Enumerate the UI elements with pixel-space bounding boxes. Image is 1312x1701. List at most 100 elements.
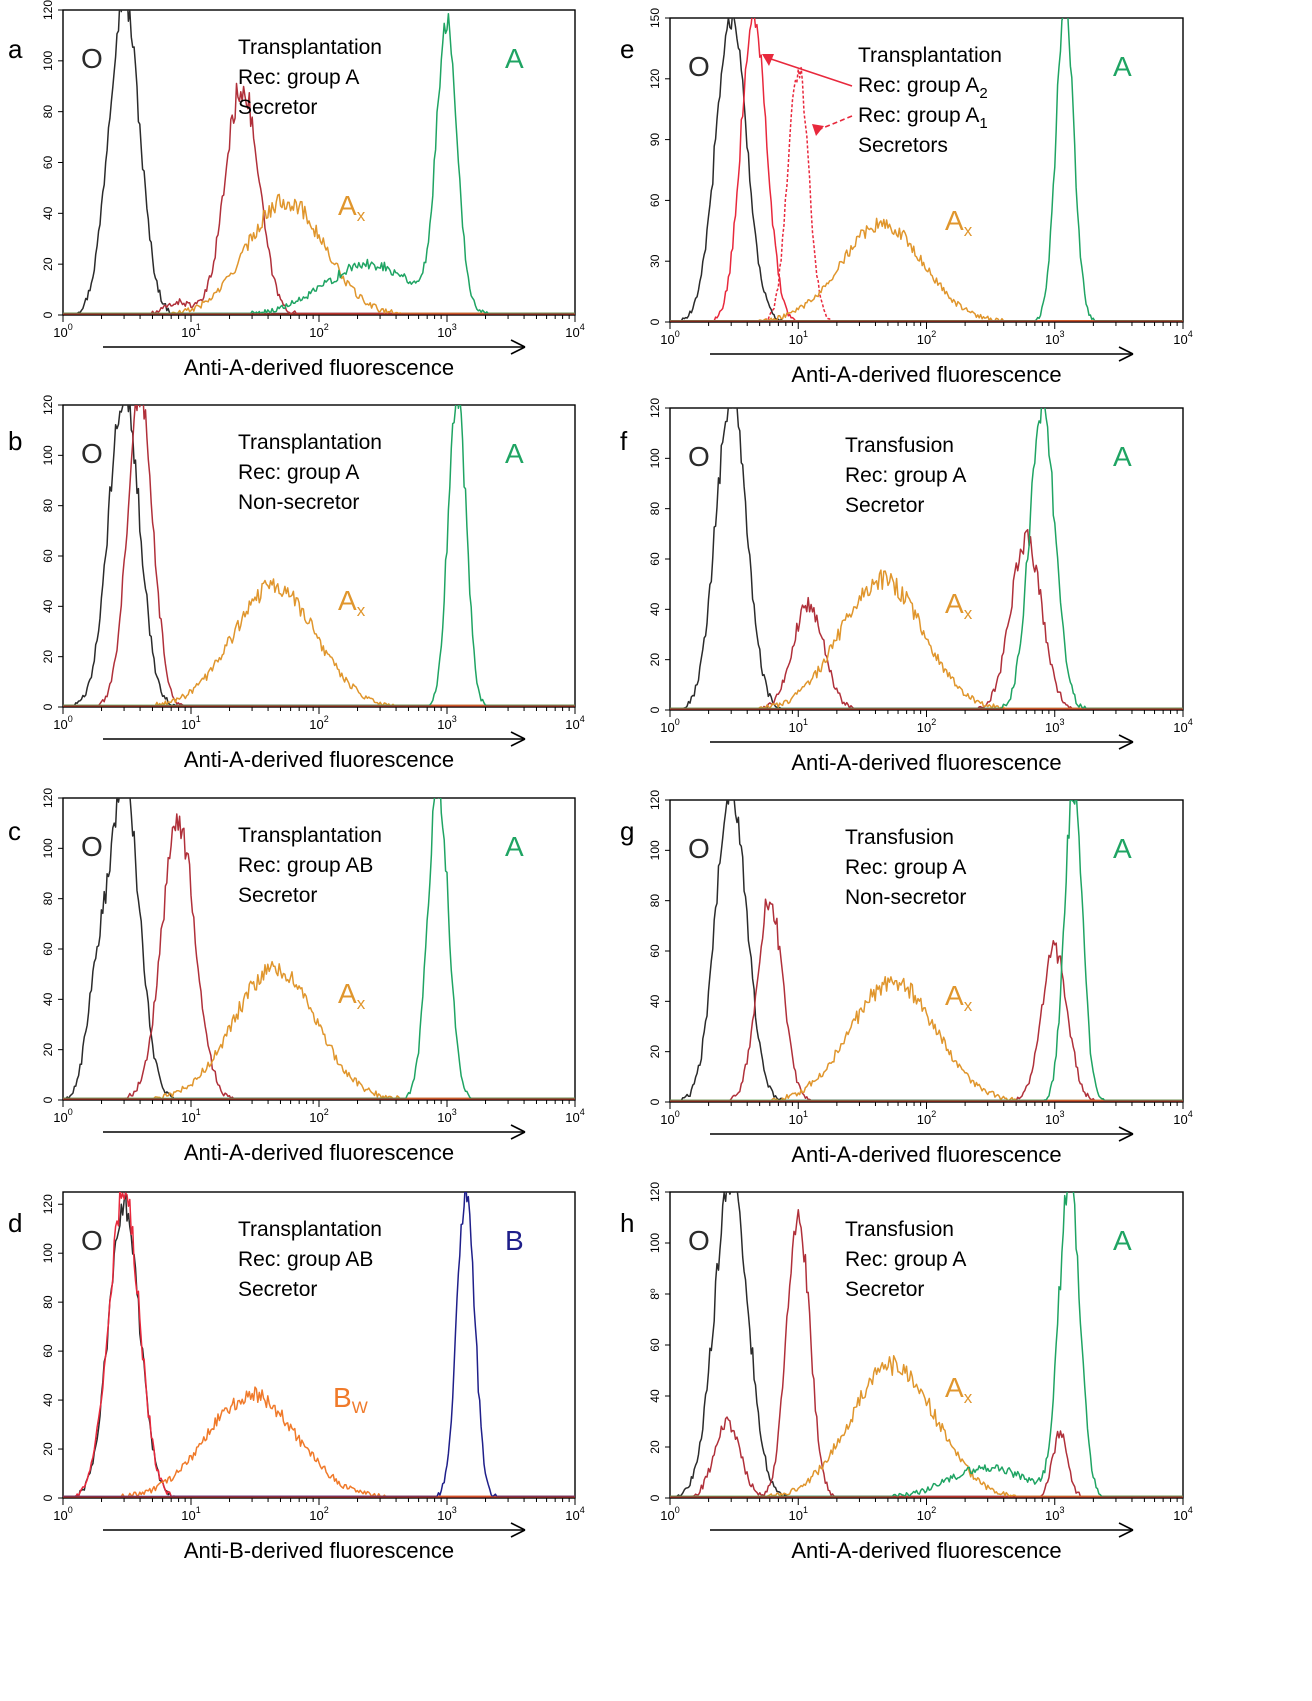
x-tick-label: 101: [181, 322, 200, 340]
fluorescence-arrow-head: [1118, 1522, 1134, 1538]
y-tick-label: 60: [648, 193, 662, 207]
y-tick-label: 100: [648, 1233, 662, 1253]
annotation-line: Transplantation: [238, 824, 382, 847]
group-label-o: O: [81, 1225, 103, 1256]
x-tick-label: 100: [53, 714, 72, 732]
panel-c: 0 20 40 60 80 100 120 100 101 102 103 104 c O A Ax Trans…: [8, 788, 585, 1165]
y-tick-label: 0: [648, 1098, 662, 1105]
group-label-a: A: [1113, 51, 1132, 82]
group-label-o: O: [81, 438, 103, 469]
x-tick-label: 103: [437, 322, 456, 340]
x-tick-label: 100: [660, 1109, 679, 1127]
y-tick-label: 0: [41, 1494, 55, 1501]
x-axis-label: Anti-A-derived fluorescence: [791, 1538, 1061, 1563]
y-tick-label: 60: [648, 1338, 662, 1352]
group-label-a: A: [505, 43, 524, 74]
fluorescence-arrow-head: [510, 731, 526, 747]
y-tick-label: 60: [41, 942, 55, 956]
annotation-line: Transfusion: [845, 1218, 954, 1241]
x-tick-label: 104: [1173, 329, 1192, 347]
x-tick-label: 104: [1173, 1505, 1192, 1523]
y-tick-label: 150: [648, 8, 662, 28]
panel-letter: f: [620, 426, 628, 456]
x-tick-label: 101: [789, 1109, 808, 1127]
y-tick-label: 40: [41, 992, 55, 1006]
annotation-line: Secretor: [238, 884, 317, 907]
y-tick-label: 80: [41, 105, 55, 119]
group-label-a: A: [505, 831, 524, 862]
y-tick-label: 40: [41, 599, 55, 613]
y-tick-label: 40: [41, 1393, 55, 1407]
fluorescence-arrow-head: [1118, 1126, 1134, 1142]
y-tick-label: 0: [41, 311, 55, 318]
panel-letter: g: [620, 816, 634, 846]
x-tick-label: 102: [917, 1109, 936, 1127]
group-label-o: O: [688, 833, 710, 864]
x-tick-label: 103: [437, 1107, 456, 1125]
arrow-a1: [817, 115, 853, 131]
y-tick-label: 80: [41, 499, 55, 513]
x-tick-label: 100: [53, 1505, 72, 1523]
group-label-a: A: [1113, 833, 1132, 864]
plot-frame: [62, 1191, 576, 1499]
x-tick-label: 103: [1045, 717, 1064, 735]
y-tick-label: 120: [648, 1182, 662, 1202]
x-tick-label: 102: [309, 714, 328, 732]
y-tick-label: 100: [41, 1243, 55, 1263]
y-tick-label: 80: [648, 894, 662, 908]
plot-frame: [62, 9, 576, 316]
y-tick-label: 60: [648, 552, 662, 566]
x-tick-label: 101: [789, 1505, 808, 1523]
y-tick-label: 40: [41, 206, 55, 220]
y-tick-label: 120: [41, 395, 55, 415]
x-tick-label: 101: [789, 329, 808, 347]
x-axis-label: Anti-A-derived fluorescence: [184, 355, 454, 380]
x-axis-label: Anti-A-derived fluorescence: [791, 1142, 1061, 1167]
annotation-line: Transplantation: [858, 44, 1002, 67]
x-tick-label: 103: [437, 714, 456, 732]
y-tick-label: 40: [648, 1389, 662, 1403]
fluorescence-arrow-head: [510, 1522, 526, 1538]
annotation-line: Rec: group AB: [238, 1248, 373, 1271]
y-tick-label: 20: [648, 1045, 662, 1059]
y-tick-label: 120: [648, 790, 662, 810]
y-tick-label: 8⁰: [648, 1288, 662, 1300]
annotation-line: Secretor: [845, 1278, 924, 1301]
x-tick-label: 100: [660, 717, 679, 735]
x-tick-label: 101: [789, 717, 808, 735]
panel-letter: b: [8, 426, 22, 456]
annotation-line: Rec: group A: [238, 66, 359, 89]
x-tick-label: 104: [565, 1107, 584, 1125]
group-label-a: A: [1113, 441, 1132, 472]
x-tick-label: 103: [437, 1505, 456, 1523]
annotation-line: Rec: group AB: [238, 854, 373, 877]
y-tick-label: 20: [41, 1442, 55, 1456]
annotation-line: Rec: group A: [845, 1248, 966, 1271]
y-tick-label: 120: [648, 68, 662, 88]
group-label-o: O: [688, 441, 710, 472]
y-tick-label: 20: [41, 257, 55, 271]
x-axis-label: Anti-B-derived fluorescence: [184, 1538, 454, 1563]
arrow-a1-head: [812, 124, 824, 136]
panel-letter: e: [620, 34, 634, 64]
y-tick-label: 120: [41, 1194, 55, 1214]
y-tick-label: 80: [41, 892, 55, 906]
x-tick-label: 102: [917, 329, 936, 347]
annotation-line: Transfusion: [845, 826, 954, 849]
x-tick-label: 102: [309, 1505, 328, 1523]
y-tick-label: 0: [648, 318, 662, 325]
x-tick-label: 102: [309, 1107, 328, 1125]
plot-frame: [669, 1191, 1184, 1499]
annotation-line: Rec: group A: [238, 461, 359, 484]
group-label-b: B: [505, 1225, 524, 1256]
annotation-line: Transplantation: [238, 431, 382, 454]
arrow-a2-head: [762, 54, 774, 66]
x-tick-label: 101: [181, 1505, 200, 1523]
y-tick-label: 80: [41, 1295, 55, 1309]
